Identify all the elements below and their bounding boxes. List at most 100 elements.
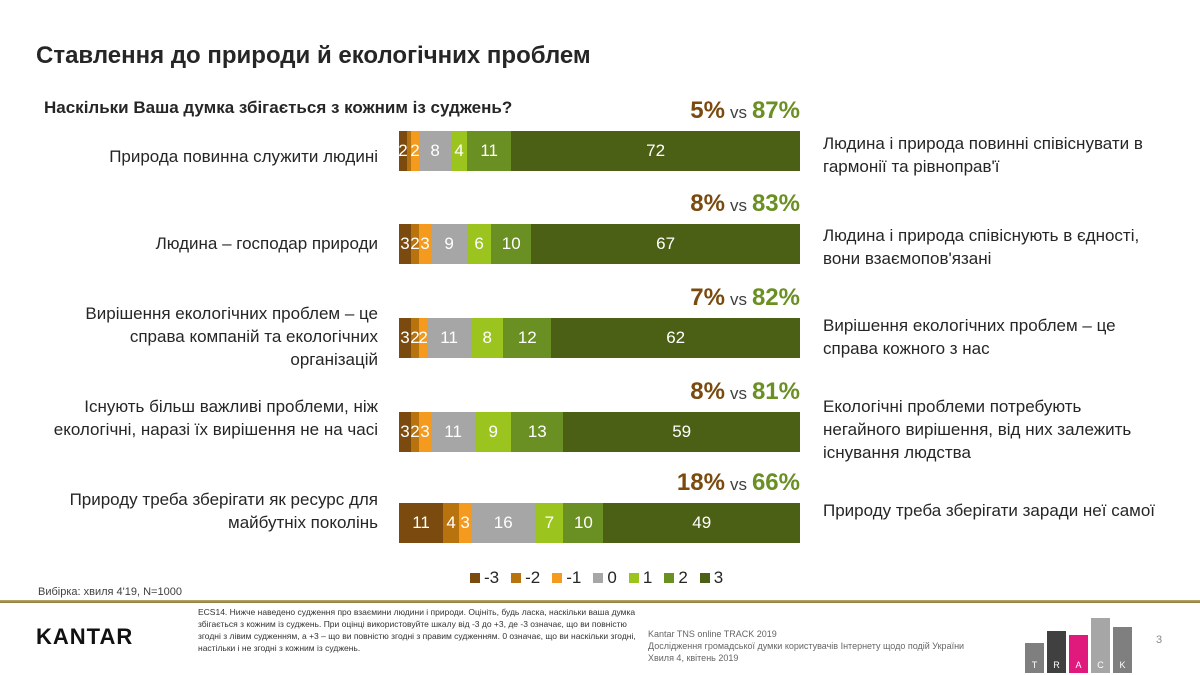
data-label: 4 xyxy=(454,141,464,160)
legend-swatch xyxy=(470,573,480,583)
legend-item: 0 xyxy=(593,568,617,588)
net-score: 8% vs 81% xyxy=(500,378,800,406)
legend-item: 2 xyxy=(664,568,688,588)
legend-swatch xyxy=(593,573,604,583)
legend: -3 -2 -1 0 1 2 3 xyxy=(470,568,723,588)
net-positive: 82% xyxy=(751,284,800,311)
legend-swatch xyxy=(628,573,639,583)
legend-item: 1 xyxy=(628,568,652,588)
legend-swatch xyxy=(552,573,563,583)
bar-segment--1: 3 xyxy=(419,412,432,452)
data-label: 62 xyxy=(666,328,686,347)
track-bar: A xyxy=(1069,635,1088,673)
data-label: 8 xyxy=(482,328,492,347)
bar-segment--3: 3 xyxy=(399,412,412,452)
data-label: 10 xyxy=(573,513,593,532)
bar-segment--1: 3 xyxy=(459,503,472,543)
vs-label: vs xyxy=(729,103,747,122)
stacked-bar: 3 2 3 9 6 10 67 xyxy=(399,224,800,264)
bar-segment-2: 11 xyxy=(467,131,512,171)
page-number: 3 xyxy=(1156,634,1163,646)
bar-segment-0: 16 xyxy=(471,503,536,543)
row-left-label: Існують більш важливі проблеми, ніж екол… xyxy=(53,397,378,439)
data-label: 12 xyxy=(517,328,537,347)
bar-segment-1: 8 xyxy=(471,318,504,358)
legend-item: -1 xyxy=(552,568,581,588)
bar-segment-1: 7 xyxy=(535,503,564,543)
net-score: 8% vs 83% xyxy=(500,190,800,218)
bar-segment-2: 12 xyxy=(503,318,552,358)
data-label: 16 xyxy=(493,513,513,532)
question: Наскільки Ваша думка збігається з кожним… xyxy=(44,98,513,117)
bar-segment-2: 10 xyxy=(491,224,532,264)
bar-segment-1: 4 xyxy=(451,131,468,171)
vs-label: vs xyxy=(729,196,747,215)
data-label: 72 xyxy=(646,141,666,160)
bar-segment-3: 62 xyxy=(551,318,800,358)
divider xyxy=(0,600,1200,603)
track-bar: C xyxy=(1091,618,1110,673)
vs-label: vs xyxy=(729,475,747,494)
net-negative: 7% xyxy=(690,284,725,311)
bar-segment-3: 49 xyxy=(603,503,800,543)
data-label: 49 xyxy=(692,513,712,532)
data-label: 67 xyxy=(656,234,676,253)
net-positive: 81% xyxy=(751,378,800,405)
stacked-bar: 3 2 3 11 9 13 59 xyxy=(399,412,800,452)
stacked-bar: 11 4 3 16 7 10 49 xyxy=(399,503,800,543)
legend-swatch xyxy=(664,573,675,583)
legend-label: -1 xyxy=(566,568,582,587)
data-label: 3 xyxy=(400,234,410,253)
data-label: 6 xyxy=(474,234,484,253)
bar-segment--3: 11 xyxy=(399,503,444,543)
data-label: 11 xyxy=(412,513,430,532)
data-label: 3 xyxy=(400,422,410,441)
legend-item: -2 xyxy=(511,568,540,588)
net-positive: 66% xyxy=(751,469,800,496)
row-left-label: Вирішення екологічних проблем – це справ… xyxy=(85,304,378,369)
legend-label: -2 xyxy=(525,568,541,587)
sample-note: Вибірка: хвиля 4'19, N=1000 xyxy=(38,586,182,598)
data-label: 11 xyxy=(440,328,458,347)
source-line: Дослідження громадської думки користувач… xyxy=(648,641,965,651)
data-label: 10 xyxy=(501,234,521,253)
data-label: 7 xyxy=(544,513,555,532)
stacked-bar: 2 2 8 4 11 72 xyxy=(398,131,800,171)
track-bar: K xyxy=(1113,627,1132,673)
data-label: 2 xyxy=(418,328,428,347)
data-label: 2 xyxy=(410,234,420,253)
bar-segment--3: 2 xyxy=(398,131,408,171)
bar-segment-3: 72 xyxy=(511,131,800,171)
data-label: 11 xyxy=(480,141,499,160)
data-label: 11 xyxy=(444,422,462,441)
track-bar: R xyxy=(1047,631,1066,673)
data-label: 2 xyxy=(410,141,420,160)
row-left-label: Людина – господар природи xyxy=(155,234,378,253)
data-label: 2 xyxy=(410,328,420,347)
row-left-label: Природу треба зберігати як ресурс для ма… xyxy=(69,490,378,532)
legend-label: 3 xyxy=(713,568,724,587)
data-label: 9 xyxy=(488,422,498,441)
page-title: Ставлення до природи й екологічних пробл… xyxy=(36,42,591,69)
bar-segment--3: 3 xyxy=(399,224,412,264)
bar-segment--1: 2 xyxy=(418,318,428,358)
bar-segment-1: 9 xyxy=(475,412,512,452)
net-positive: 87% xyxy=(751,97,800,124)
question-note: ECS14. Нижче наведено судження про взаєм… xyxy=(198,607,636,653)
row-right-label: Людина і природа повинні співіснувати в … xyxy=(823,134,1143,176)
bar-segment-2: 10 xyxy=(563,503,604,543)
bar-segment--2: 2 xyxy=(410,412,420,452)
row-right-label: Вирішення екологічних проблем – це справ… xyxy=(823,316,1116,358)
bar-segment-0: 11 xyxy=(431,412,476,452)
bar-segment-3: 67 xyxy=(531,224,800,264)
data-label: 3 xyxy=(400,328,410,347)
legend-item: 3 xyxy=(699,568,724,588)
bar-segment-2: 13 xyxy=(511,412,564,452)
bar-segment--2: 2 xyxy=(410,224,420,264)
track-bar: T xyxy=(1025,643,1044,673)
net-negative: 8% xyxy=(690,190,725,217)
row-right-label: Екологічні проблеми потребують негайного… xyxy=(823,397,1132,462)
row-right-label: Людина і природа співіснують в єдності, … xyxy=(823,226,1140,268)
data-label: 2 xyxy=(410,422,420,441)
stacked-bar: 3 2 2 11 8 12 62 xyxy=(399,318,800,358)
